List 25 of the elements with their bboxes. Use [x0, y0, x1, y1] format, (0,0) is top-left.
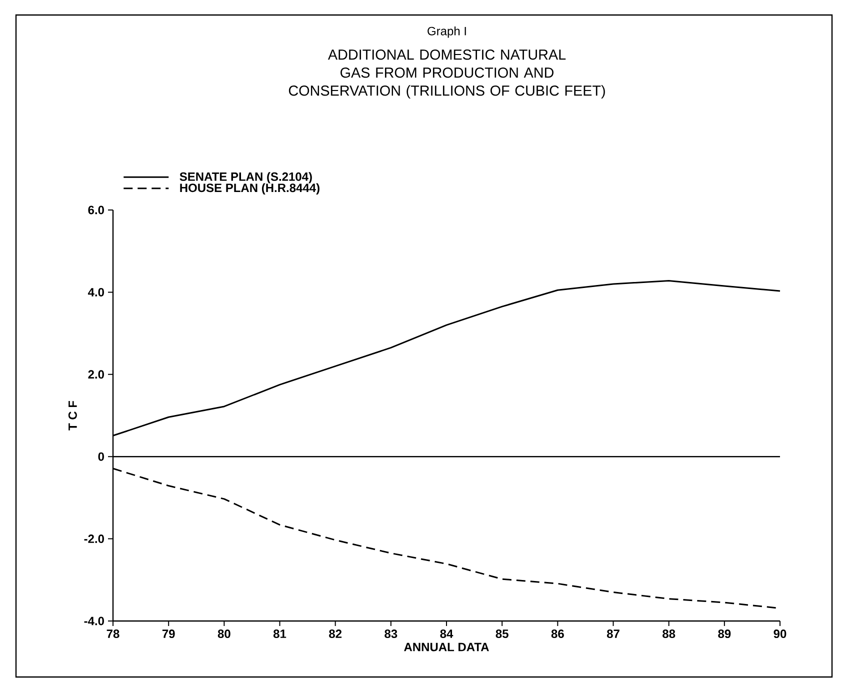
x-tick-label: 79 [162, 630, 175, 638]
y-tick-label: 4.0 [88, 288, 104, 296]
x-tick-label: 80 [218, 630, 230, 638]
x-tick-label: 78 [106, 630, 120, 638]
y-tick-label: 2.0 [88, 370, 104, 379]
chart-subtitle: ADDITIONAL DOMESTIC NATURAL GAS FROM PRODUCTION AND CONSERVATION (TRILLIONS OF CUBIC FEET) [288, 50, 605, 99]
x-tick-label: 81 [273, 630, 286, 638]
y-tick-label: 6.0 [88, 206, 104, 214]
legend-label: HOUSE PLAN (H.R.8444) [180, 183, 320, 194]
x-tick-label: 89 [718, 630, 731, 638]
y-tick-label: -4.0 [84, 616, 104, 626]
x-tick-label: 90 [774, 630, 786, 638]
chart-title: Graph I [428, 26, 466, 38]
x-tick-label: 88 [662, 630, 676, 638]
x-tick-label: 86 [551, 630, 564, 638]
y-axis-title: T C F [68, 400, 77, 430]
legend-label: SENATE PLAN (S.2104) [180, 172, 312, 184]
x-axis-title: ANNUAL DATA [404, 642, 489, 652]
x-tick-label: 82 [329, 630, 342, 638]
x-tick-label: 84 [440, 630, 454, 638]
y-tick-label: 0 [98, 452, 104, 461]
x-tick-label: 85 [496, 630, 508, 638]
y-tick-label: -2.0 [84, 534, 104, 544]
x-tick-label: 83 [384, 630, 398, 638]
x-tick-label: 87 [606, 630, 620, 638]
